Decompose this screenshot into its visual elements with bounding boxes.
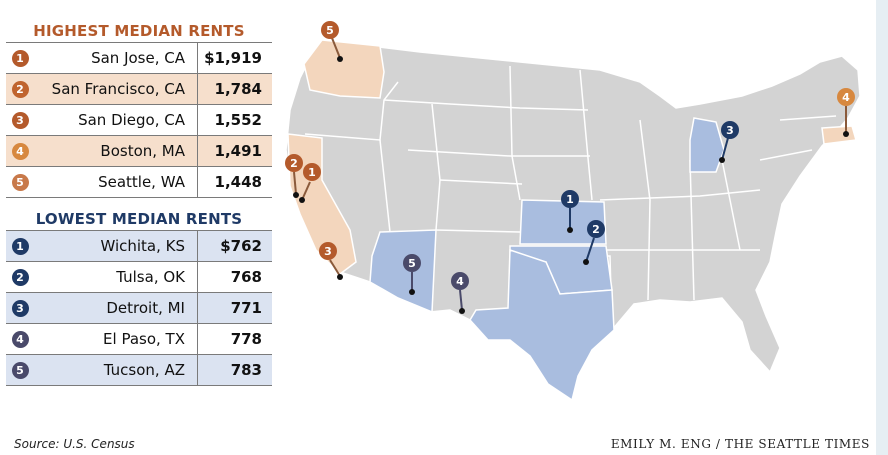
- pin-low-2: 2: [583, 220, 605, 265]
- pin-low-1: 1: [561, 190, 579, 233]
- city-name: San Diego, CA: [34, 104, 198, 136]
- svg-text:2: 2: [290, 157, 298, 170]
- svg-text:5: 5: [408, 257, 416, 270]
- rent-value: 783: [230, 361, 262, 379]
- state-arizona: [369, 229, 437, 314]
- lowest-rents-title: LOWEST MEDIAN RENTS: [35, 210, 243, 228]
- pin-high-5: 5: [321, 21, 343, 62]
- rank-badge: 2: [11, 269, 29, 286]
- svg-text:3: 3: [324, 245, 332, 258]
- highest-rents-panel: HIGHEST MEDIAN RENTS 1 San Jose, CA $1,9…: [6, 22, 272, 198]
- state-texas: [469, 248, 615, 402]
- rank-badge: 3: [11, 112, 29, 129]
- lowest-rents-panel: LOWEST MEDIAN RENTS 1 Wichita, KS $762 2…: [6, 210, 272, 386]
- table-row: 3 Detroit, MI 771: [6, 292, 272, 324]
- highest-rents-title: HIGHEST MEDIAN RENTS: [33, 22, 245, 40]
- city-name: Tucson, AZ: [34, 354, 198, 386]
- city-name: Detroit, MI: [34, 292, 198, 324]
- credit-line: EMILY M. ENG / THE SEATTLE TIMES: [610, 437, 870, 451]
- city-name: El Paso, TX: [34, 323, 198, 355]
- rent-value: $762: [220, 237, 262, 255]
- svg-text:5: 5: [326, 24, 334, 37]
- city-name: Seattle, WA: [34, 166, 198, 198]
- pin-high-3: 3: [319, 242, 343, 280]
- svg-text:4: 4: [842, 91, 850, 104]
- rent-value: 778: [230, 330, 262, 348]
- rent-value: 771: [230, 299, 262, 317]
- rank-badge: 5: [11, 174, 29, 191]
- svg-text:3: 3: [726, 124, 734, 137]
- pin-high-4: 4: [837, 88, 855, 137]
- rank-badge: 3: [11, 300, 29, 317]
- city-name: Tulsa, OK: [34, 261, 198, 293]
- pin-low-5: 5: [403, 254, 421, 295]
- state-michigan: [689, 117, 725, 173]
- rank-badge: 1: [11, 238, 29, 255]
- pin-high-1: 1: [299, 163, 321, 203]
- table-row: 1 San Jose, CA $1,919: [6, 42, 272, 74]
- table-row: 5 Tucson, AZ 783: [6, 354, 272, 386]
- rent-value: 1,784: [214, 80, 262, 98]
- rank-badge: 5: [11, 362, 29, 379]
- lowest-rents-table: 1 Wichita, KS $762 2 Tulsa, OK 768 3 Det…: [6, 230, 272, 386]
- state-washington: [303, 39, 385, 99]
- rank-badge: 2: [11, 81, 29, 98]
- city-name: Boston, MA: [34, 135, 198, 167]
- pin-low-3: 3: [719, 121, 739, 163]
- svg-text:4: 4: [456, 275, 464, 288]
- rent-value: $1,919: [204, 49, 262, 67]
- city-name: San Jose, CA: [34, 42, 198, 74]
- table-row: 3 San Diego, CA 1,552: [6, 104, 272, 136]
- svg-text:1: 1: [308, 166, 316, 179]
- rent-value: 1,491: [214, 142, 262, 160]
- pin-low-4: 4: [451, 272, 469, 314]
- rank-badge: 1: [11, 50, 29, 67]
- svg-text:2: 2: [592, 223, 600, 236]
- rent-value: 1,448: [214, 173, 262, 191]
- highest-rents-table: 1 San Jose, CA $1,919 2 San Francisco, C…: [6, 42, 272, 198]
- state-massachusetts: [821, 125, 857, 145]
- state-borders: [304, 65, 837, 331]
- city-name: Wichita, KS: [34, 230, 198, 262]
- table-row: 4 Boston, MA 1,491: [6, 135, 272, 167]
- table-row: 2 San Francisco, CA 1,784: [6, 73, 272, 105]
- city-name: San Francisco, CA: [34, 73, 198, 105]
- rank-badge: 4: [11, 143, 29, 160]
- rent-value: 1,552: [214, 111, 262, 129]
- table-row: 1 Wichita, KS $762: [6, 230, 272, 262]
- rent-value: 768: [230, 268, 262, 286]
- svg-text:1: 1: [566, 193, 574, 206]
- table-row: 4 El Paso, TX 778: [6, 323, 272, 355]
- pin-high-2: 2: [285, 154, 303, 198]
- source-note: Source: U.S. Census: [14, 437, 135, 451]
- page-edge-strip: [876, 0, 888, 455]
- table-row: 5 Seattle, WA 1,448: [6, 166, 272, 198]
- table-row: 2 Tulsa, OK 768: [6, 261, 272, 293]
- rank-badge: 4: [11, 331, 29, 348]
